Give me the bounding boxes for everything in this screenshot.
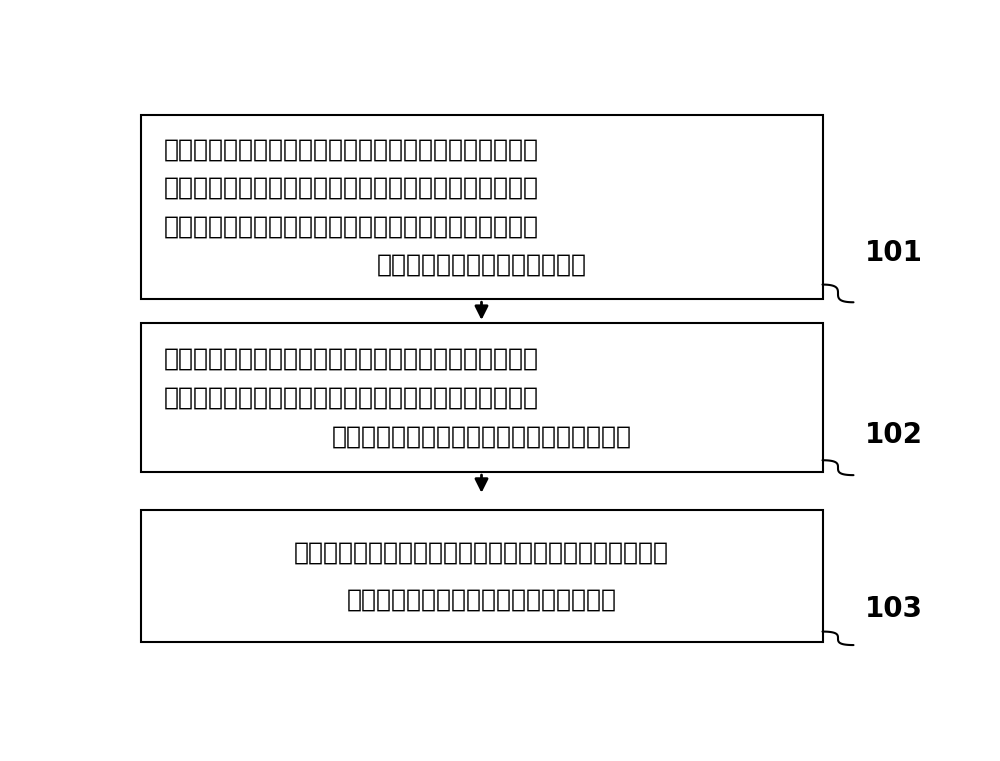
Text: 图，并获取多张待测细胞灰度图分别对应的目标细胞纹理: 图，并获取多张待测细胞灰度图分别对应的目标细胞纹理 <box>164 176 539 200</box>
Text: 量预测模型，并根据所述表达量预测模型的输出，得到所: 量预测模型，并根据所述表达量预测模型的输出，得到所 <box>164 386 539 409</box>
Text: 获取细胞培养池中多个待测细胞分别对应的待测细胞灰度: 获取细胞培养池中多个待测细胞分别对应的待测细胞灰度 <box>164 138 539 161</box>
Text: 根据所述预测蛋白表达量，从所述多个待测细胞中确定出: 根据所述预测蛋白表达量，从所述多个待测细胞中确定出 <box>294 540 669 565</box>
FancyBboxPatch shape <box>140 323 822 472</box>
Text: 101: 101 <box>865 239 923 267</box>
Text: 103: 103 <box>865 595 923 623</box>
Text: 述多个待测细胞分别对应的预测蛋白表达量；: 述多个待测细胞分别对应的预测蛋白表达量； <box>332 425 632 449</box>
Text: 特征；所述目标细胞纹理特征为预先从多种细胞纹理特征: 特征；所述目标细胞纹理特征为预先从多种细胞纹理特征 <box>164 215 539 238</box>
Text: 预测蛋白表达量满足设定条件的目标细胞: 预测蛋白表达量满足设定条件的目标细胞 <box>347 587 616 612</box>
Text: 中确定出的最优细胞纹理特征；: 中确定出的最优细胞纹理特征； <box>376 253 586 277</box>
Text: 将多个待测细胞的目标细胞纹理特征输入预先训练的表达: 将多个待测细胞的目标细胞纹理特征输入预先训练的表达 <box>164 346 539 370</box>
FancyBboxPatch shape <box>140 115 822 299</box>
FancyBboxPatch shape <box>140 511 822 642</box>
Text: 102: 102 <box>865 421 923 449</box>
